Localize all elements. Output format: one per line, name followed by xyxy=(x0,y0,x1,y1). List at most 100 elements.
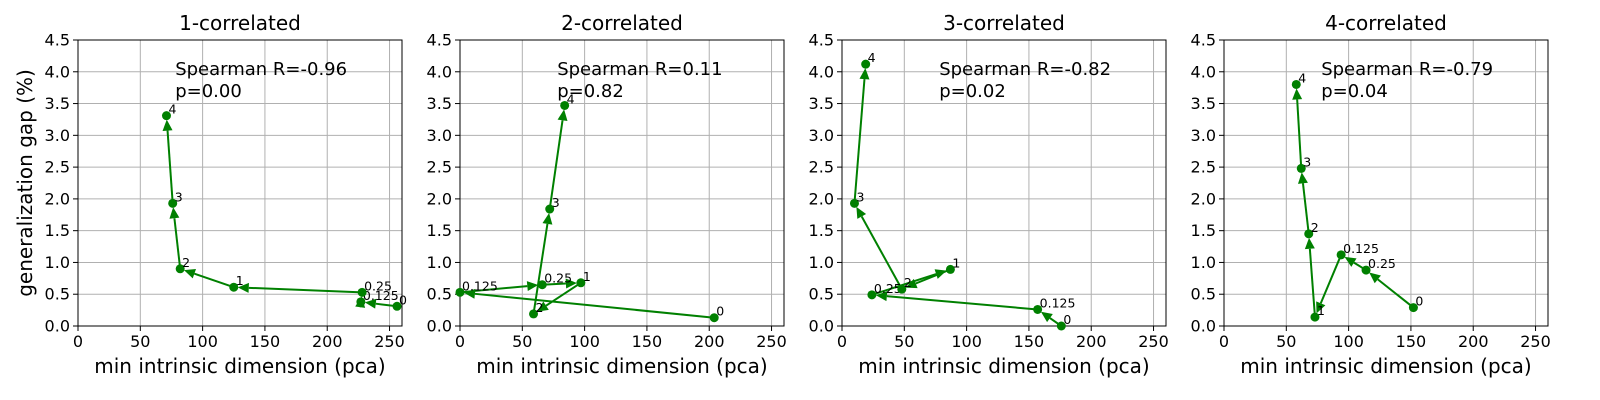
x-tick-label: 200 xyxy=(1458,332,1489,351)
arrow-segment xyxy=(548,120,564,210)
data-point xyxy=(709,313,719,323)
x-tick-label: 250 xyxy=(1138,332,1169,351)
y-tick-label: 1.5 xyxy=(427,221,452,240)
panel-3: 0 50 100 150 200 250 0.0 0.5 1.0 1.5 2.0 2.5 3.0 3.5 4… xyxy=(809,11,1169,378)
arrow-head xyxy=(1344,256,1357,267)
y-tick-label: 3.0 xyxy=(45,126,70,145)
arrow-head xyxy=(1369,272,1381,284)
data-point xyxy=(175,264,185,274)
y-tick-label: 1.0 xyxy=(427,253,452,272)
point-label: 4 xyxy=(868,50,876,65)
arrow-head xyxy=(169,207,180,219)
arrow-head xyxy=(856,206,867,219)
point-label: 3 xyxy=(856,189,864,204)
point-label: 0.125 xyxy=(462,278,498,293)
spearman-annotation: Spearman R=-0.79 xyxy=(1321,59,1493,80)
y-tick-label: 2.5 xyxy=(809,158,834,177)
arrow-head xyxy=(364,298,377,309)
y-tick-label: 2.5 xyxy=(45,158,70,177)
arrow-head xyxy=(1297,172,1308,184)
arrow-segment xyxy=(545,281,582,307)
y-tick-label: 1.5 xyxy=(1191,221,1216,240)
y-tick-label: 0.5 xyxy=(809,285,834,304)
point-label: 1 xyxy=(236,273,244,288)
data-point xyxy=(1310,312,1320,322)
point-label: 3 xyxy=(552,195,560,210)
arrow-segment xyxy=(173,218,182,269)
point-label: 3 xyxy=(1303,154,1311,169)
x-tick-label: 50 xyxy=(894,332,914,351)
y-tick-label: 4.5 xyxy=(45,31,70,50)
data-point xyxy=(1336,250,1346,260)
arrow-head xyxy=(859,68,870,80)
data-point xyxy=(455,287,465,297)
arrow-segment xyxy=(1308,248,1316,318)
arrow-segment xyxy=(474,292,715,319)
arrow-head xyxy=(1040,311,1053,323)
point-label: 1 xyxy=(583,269,591,284)
spearman-annotation: Spearman R=-0.96 xyxy=(175,59,347,80)
x-tick-label: 150 xyxy=(250,332,281,351)
y-tick-label: 2.0 xyxy=(45,189,70,208)
chart-title: 2-correlated xyxy=(561,11,683,35)
point-label: 4 xyxy=(567,91,575,106)
y-axis-label: generalization gap (%) xyxy=(13,69,37,297)
arrow-segment xyxy=(459,285,528,294)
arrow-segment xyxy=(194,272,235,289)
arrow-head xyxy=(237,282,249,293)
x-tick-label: 0 xyxy=(73,332,83,351)
point-label: 1 xyxy=(952,255,960,270)
data-point xyxy=(537,280,547,290)
y-tick-label: 3.0 xyxy=(427,126,452,145)
arrow-head xyxy=(905,278,918,289)
data-point xyxy=(1361,265,1371,275)
arrow-head xyxy=(557,109,568,122)
data-point xyxy=(1056,321,1066,331)
chart-title: 3-correlated xyxy=(943,11,1065,35)
x-tick-label: 50 xyxy=(1276,332,1296,351)
y-tick-label: 1.0 xyxy=(1191,253,1216,272)
arrow-segment xyxy=(1377,278,1415,309)
point-label: 0.25 xyxy=(544,271,572,286)
arrow-segment xyxy=(166,130,174,204)
point-label: 0.125 xyxy=(1040,295,1076,310)
panel-1: 0 50 100 150 200 250 0.0 0.5 1.0 1.5 2.0 2.5 3.0 3.5 4… xyxy=(13,11,407,378)
x-tick-label: 100 xyxy=(951,332,982,351)
arrow-head xyxy=(565,278,577,289)
y-tick-label: 0.0 xyxy=(427,317,452,336)
y-tick-label: 4.5 xyxy=(427,31,452,50)
arrow-segment xyxy=(853,79,866,204)
y-tick-label: 2.5 xyxy=(427,158,452,177)
data-point xyxy=(161,111,171,121)
data-point xyxy=(945,264,955,274)
arrow-segment xyxy=(915,268,951,285)
x-tick-label: 0 xyxy=(455,332,465,351)
x-tick-label: 250 xyxy=(756,332,787,351)
y-tick-label: 1.5 xyxy=(45,221,70,240)
y-tick-label: 3.5 xyxy=(45,94,70,113)
y-tick-label: 3.0 xyxy=(1191,126,1216,145)
data-point xyxy=(1033,304,1043,314)
panel-2: 0 50 100 150 200 250 0.0 0.5 1.0 1.5 2.0 2.5 3.0 3.5 4… xyxy=(427,11,787,378)
plot-frame xyxy=(77,39,403,327)
point-label: 0.125 xyxy=(363,288,399,303)
point-label: 0.25 xyxy=(364,278,392,293)
data-point xyxy=(529,309,539,319)
y-tick-label: 0.0 xyxy=(45,317,70,336)
arrow-head xyxy=(1304,237,1315,250)
plot-frame xyxy=(841,39,1167,327)
x-tick-label: 250 xyxy=(1520,332,1551,351)
y-tick-label: 0.5 xyxy=(45,285,70,304)
data-point xyxy=(1296,163,1306,173)
x-axis-label: min intrinsic dimension (pca) xyxy=(476,354,767,378)
data-point xyxy=(545,204,555,214)
x-tick-label: 250 xyxy=(374,332,405,351)
y-tick-label: 4.0 xyxy=(1191,62,1216,81)
y-tick-label: 0.0 xyxy=(809,317,834,336)
y-tick-label: 4.0 xyxy=(45,62,70,81)
p-value-annotation: p=0.00 xyxy=(175,81,242,102)
x-tick-label: 150 xyxy=(632,332,663,351)
y-tick-label: 2.5 xyxy=(1191,158,1216,177)
arrow-head xyxy=(1316,301,1326,314)
y-tick-label: 1.5 xyxy=(809,221,834,240)
